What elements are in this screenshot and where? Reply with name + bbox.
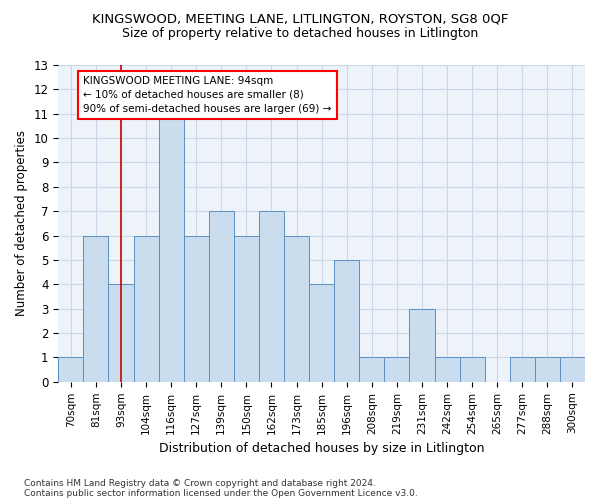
Bar — [83, 236, 109, 382]
Bar — [259, 211, 284, 382]
Bar — [158, 114, 184, 382]
Bar — [434, 358, 460, 382]
Bar — [359, 358, 385, 382]
Text: KINGSWOOD MEETING LANE: 94sqm
← 10% of detached houses are smaller (8)
90% of se: KINGSWOOD MEETING LANE: 94sqm ← 10% of d… — [83, 76, 332, 114]
Bar — [460, 358, 485, 382]
Bar — [134, 236, 158, 382]
Text: Contains public sector information licensed under the Open Government Licence v3: Contains public sector information licen… — [24, 488, 418, 498]
Bar — [209, 211, 234, 382]
Y-axis label: Number of detached properties: Number of detached properties — [15, 130, 28, 316]
Bar — [334, 260, 359, 382]
Bar — [184, 236, 209, 382]
Bar — [58, 358, 83, 382]
Text: Size of property relative to detached houses in Litlington: Size of property relative to detached ho… — [122, 28, 478, 40]
Bar — [510, 358, 535, 382]
Bar — [560, 358, 585, 382]
Bar — [385, 358, 409, 382]
Bar — [535, 358, 560, 382]
Bar — [109, 284, 134, 382]
X-axis label: Distribution of detached houses by size in Litlington: Distribution of detached houses by size … — [159, 442, 484, 455]
Bar — [284, 236, 309, 382]
Text: KINGSWOOD, MEETING LANE, LITLINGTON, ROYSTON, SG8 0QF: KINGSWOOD, MEETING LANE, LITLINGTON, ROY… — [92, 12, 508, 26]
Text: Contains HM Land Registry data © Crown copyright and database right 2024.: Contains HM Land Registry data © Crown c… — [24, 478, 376, 488]
Bar — [409, 308, 434, 382]
Bar — [309, 284, 334, 382]
Bar — [234, 236, 259, 382]
